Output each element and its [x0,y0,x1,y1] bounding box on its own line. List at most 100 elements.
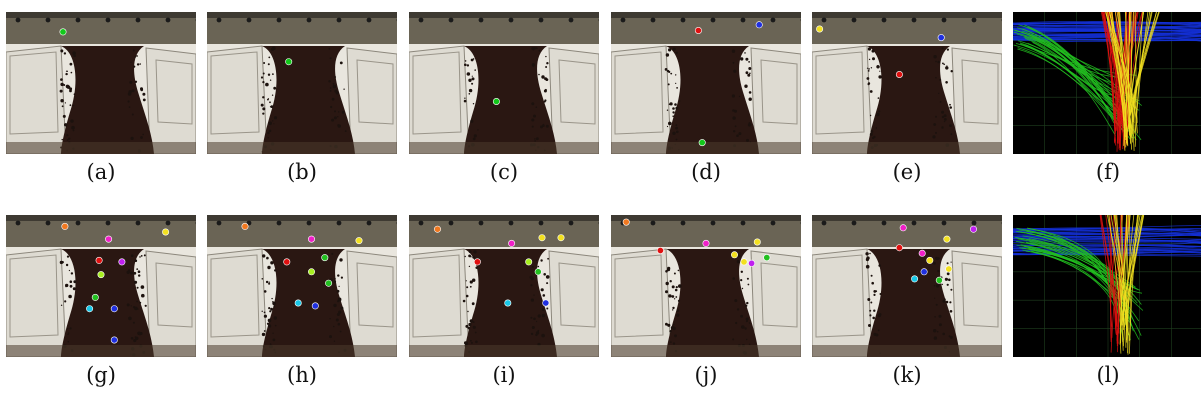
snow-speck [732,116,736,120]
trajectory-line [1114,12,1134,143]
snow-speck [941,47,944,50]
snow-speck [870,67,873,69]
snow-speck [329,335,332,339]
snow-speck [63,84,66,86]
snow-speck [748,91,752,94]
snow-speck [470,339,472,342]
post-marker [45,17,51,23]
pedestrian-marker [97,271,105,279]
snow-speck [534,140,536,142]
snow-speck [272,73,274,75]
snow-speck [677,299,681,302]
snow-speck [531,118,535,122]
snow-speck [273,305,275,308]
snow-speck [875,333,879,337]
snow-speck [273,316,277,320]
snow-speck [740,314,743,318]
pedestrian-marker [492,98,500,106]
post-marker [538,17,544,23]
snow-speck [946,48,949,51]
snow-speck [935,131,937,134]
snow-speck [69,62,73,66]
snow-speck [867,70,870,72]
snow-speck [132,49,135,52]
snow-speck [133,271,137,275]
snow-speck [266,322,270,325]
post-marker [135,220,141,226]
snow-speck [268,324,272,328]
snow-speck [130,305,132,307]
caption-j: (j) [694,363,718,387]
snow-speck [529,275,533,279]
snow-speck [950,133,953,136]
snow-speck [340,306,344,310]
snow-speck [672,107,675,110]
road-surface [867,46,960,154]
trajectory-line [1125,215,1145,348]
road-surface [262,249,355,357]
bottom-shadow [6,142,196,154]
panel-d [611,12,801,154]
right-snow-outline [558,262,596,328]
snow-speck [136,268,139,270]
snow-speck [867,298,871,301]
left-snow-outline [614,51,664,135]
trajectory-line [1123,12,1127,123]
scene-image [409,215,599,357]
snow-speck [138,331,142,336]
bottom-shadow [409,142,599,154]
snow-speck [468,250,472,253]
post-marker [941,220,947,226]
snow-speck [268,282,271,285]
left-snow-block [611,248,672,357]
post-marker [911,17,917,23]
snow-speck [463,99,467,103]
snow-speck [748,322,751,324]
snow-speck [870,301,873,304]
snow-speck [65,283,69,288]
snow-speck [744,84,748,88]
post-marker [336,17,342,23]
snow-speck [142,98,146,102]
snow-speck [128,106,131,108]
post-marker [620,17,626,23]
snow-speck [546,282,549,285]
snow-speck [337,124,341,128]
snow-speck [934,297,936,299]
snow-speck [879,293,882,295]
snow-speck [132,321,135,324]
snow-speck [334,110,336,113]
snow-speck [949,103,951,106]
pedestrian-marker [895,70,903,78]
pedestrian-marker [656,246,664,254]
post-marker [366,17,372,23]
snow-speck [334,76,337,78]
snow-speck [61,138,63,141]
snow-speck [670,72,673,75]
snow-speck [747,73,751,77]
panel-h [207,215,397,357]
snow-speck [537,314,541,318]
right-snow-block [548,250,599,357]
snow-speck [747,123,752,127]
snow-speck [870,274,873,277]
pedestrian-marker [970,225,978,233]
snow-speck [466,64,470,67]
snow-speck [270,105,274,108]
post-marker [680,220,686,226]
snow-speck [267,98,269,101]
trajectory-line [1129,12,1135,144]
post-marker [740,220,746,226]
snow-speck [468,88,473,93]
trajectory-line [1013,244,1201,247]
snow-speck [736,308,740,311]
snow-speck [733,69,737,73]
left-snow-outline [210,51,260,135]
snow-speck [334,277,336,280]
snow-speck [869,314,872,317]
pedestrian-marker [911,275,919,283]
figure-row-top: (a) (b) (c) (d) (e) (f) [6,12,1201,184]
snow-speck [530,316,533,319]
snow-speck [270,47,275,51]
snow-speck [273,116,278,120]
